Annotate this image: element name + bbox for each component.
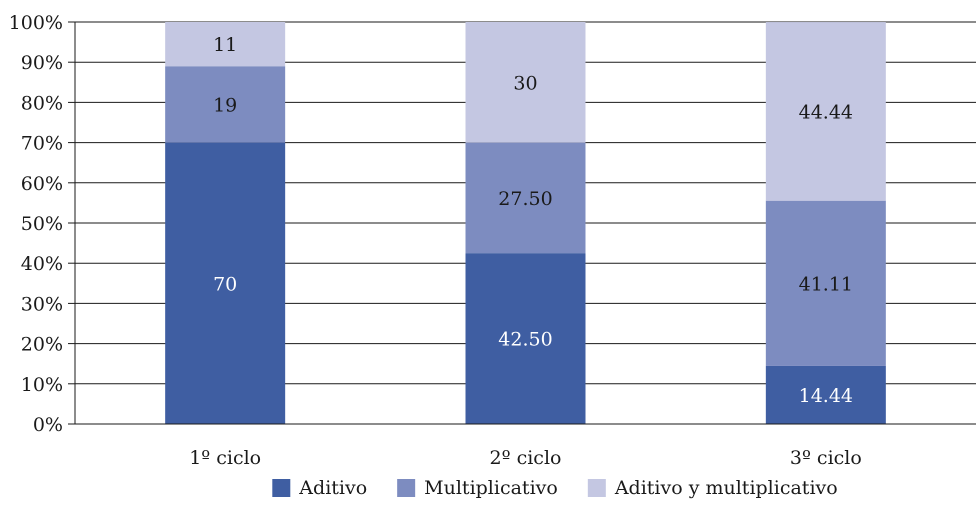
y-tick-label: 30%: [21, 293, 63, 315]
x-category-label: 1º ciclo: [189, 447, 261, 469]
legend-item: Aditivo y multiplicativo: [587, 477, 838, 499]
bar-series: 70 19 11 42.50 27.50 30 14.44 41.11 44.44: [165, 22, 886, 424]
y-tick-label: 40%: [21, 253, 63, 275]
x-category-label: 2º ciclo: [490, 447, 562, 469]
bar-segment: [465, 253, 586, 424]
legend-item: Aditivo: [272, 477, 367, 499]
data-label: 42.50: [498, 329, 552, 351]
bar-segment: [765, 365, 886, 424]
y-tick-label: 20%: [21, 334, 63, 356]
y-tick-label: 0%: [33, 414, 63, 436]
x-category-labels: 1º ciclo 2º ciclo 3º ciclo: [189, 447, 862, 469]
legend: Aditivo Multiplicativo Aditivo y multiplic…: [272, 477, 838, 499]
y-tick-label: 70%: [21, 133, 63, 155]
y-tick-labels: 0% 10% 20% 30% 40% 50% 60% 70% 80% 90% 100%: [9, 12, 63, 436]
bar-segment: [165, 66, 286, 143]
data-label: 11: [213, 34, 237, 56]
legend-swatch: [587, 479, 606, 497]
y-tick-label: 60%: [21, 173, 63, 195]
y-tick-label: 50%: [21, 213, 63, 235]
y-tick-label: 100%: [9, 12, 63, 34]
legend-swatch: [272, 479, 291, 497]
bar-segment: [465, 142, 586, 254]
y-tick-label: 80%: [21, 92, 63, 114]
legend-label: Aditivo: [298, 477, 367, 499]
bar-segment: [465, 22, 586, 143]
bar-segment: [165, 142, 286, 424]
y-tick-label: 10%: [21, 374, 63, 396]
x-category-label: 3º ciclo: [790, 447, 862, 469]
bar-segment: [765, 200, 886, 366]
legend-swatch: [397, 479, 416, 497]
legend-label: Aditivo y multiplicativo: [614, 477, 838, 499]
data-label: 41.11: [799, 273, 853, 295]
y-tick-label: 90%: [21, 52, 63, 74]
bar-segment: [165, 22, 286, 67]
data-label: 14.44: [799, 385, 853, 407]
legend-item: Multiplicativo: [397, 477, 558, 499]
axes: [68, 21, 976, 425]
legend-label: Multiplicativo: [424, 477, 558, 499]
data-label: 70: [213, 273, 237, 295]
data-label: 30: [513, 72, 537, 94]
data-label: 27.50: [498, 188, 552, 210]
bar-segment: [765, 22, 886, 201]
data-label: 19: [213, 94, 237, 116]
data-label: 44.44: [799, 101, 853, 123]
